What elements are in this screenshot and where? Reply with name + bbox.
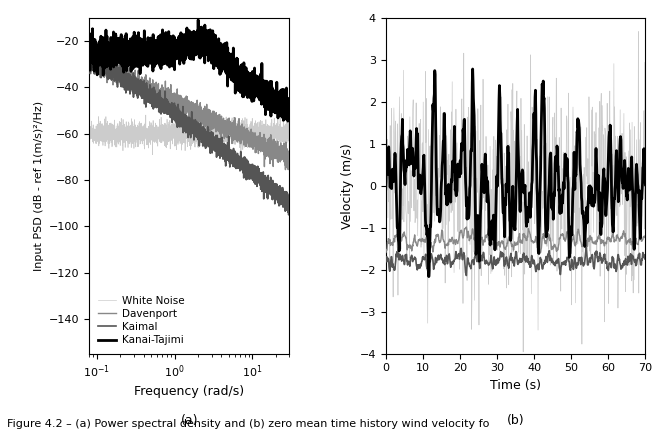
White Noise [281, 131, 289, 136]
Davenport [464, 229, 472, 234]
White Noise [464, 206, 472, 211]
Kaimal [446, 251, 453, 256]
Davenport [120, 74, 128, 80]
White Noise [162, 129, 170, 134]
White Noise [120, 137, 128, 142]
Kanai-Tajimi [171, 49, 179, 54]
Davenport [616, 236, 624, 241]
White Noise [285, 133, 293, 138]
Kaimal [281, 197, 289, 202]
Kanai-Tajimi [616, 134, 624, 139]
Kanai-Tajimi [194, 17, 202, 23]
X-axis label: Frequency (rad/s): Frequency (rad/s) [134, 385, 244, 399]
Kanai-Tajimi [162, 53, 170, 58]
Kanai-Tajimi [455, 174, 463, 179]
White Noise [455, 238, 463, 244]
Kanai-Tajimi [469, 66, 477, 72]
Davenport [85, 56, 93, 61]
Davenport [95, 50, 103, 55]
Kanai-Tajimi [285, 117, 293, 122]
Kanai-Tajimi [446, 194, 453, 200]
Kaimal [171, 113, 179, 118]
Davenport [109, 66, 117, 71]
Davenport [535, 251, 543, 257]
Text: Figure 4.2 – (a) Power spectral density and (b) zero mean time history wind velo: Figure 4.2 – (a) Power spectral density … [7, 419, 489, 429]
Davenport [162, 88, 170, 93]
Davenport [171, 111, 179, 116]
Kaimal [455, 251, 463, 256]
Kanai-Tajimi [464, 216, 472, 221]
Kanai-Tajimi [641, 182, 649, 187]
Davenport [455, 234, 463, 240]
Line: Kaimal: Kaimal [386, 248, 645, 275]
Kaimal [553, 258, 561, 263]
Line: Kaimal: Kaimal [89, 51, 289, 215]
Kaimal [109, 72, 117, 78]
Line: White Noise: White Noise [89, 115, 289, 155]
Kaimal [585, 259, 592, 265]
Davenport [281, 161, 289, 166]
Davenport [285, 162, 293, 168]
Davenport [260, 143, 267, 149]
Davenport [553, 245, 561, 251]
White Noise [634, 29, 642, 34]
Kanai-Tajimi [553, 143, 561, 149]
Kaimal [462, 273, 470, 278]
Kanai-Tajimi [284, 118, 292, 124]
White Noise [616, 107, 624, 112]
White Noise [553, 78, 561, 84]
Kanai-Tajimi [85, 49, 93, 54]
White Noise [149, 152, 157, 157]
Kanai-Tajimi [425, 274, 433, 279]
Kaimal [260, 179, 267, 185]
White Noise [382, 233, 390, 238]
Kaimal [285, 212, 293, 217]
Kanai-Tajimi [585, 195, 592, 201]
White Noise [142, 112, 150, 118]
X-axis label: Time (s): Time (s) [490, 379, 541, 392]
Kaimal [641, 254, 649, 259]
Davenport [585, 237, 592, 242]
Kaimal [85, 56, 93, 61]
White Noise [446, 218, 453, 224]
White Noise [108, 130, 116, 136]
Kanai-Tajimi [260, 94, 267, 99]
Davenport [382, 250, 390, 255]
Y-axis label: Input PSD (dB - ref 1(m/s)²/Hz): Input PSD (dB - ref 1(m/s)²/Hz) [34, 101, 44, 271]
Text: (b): (b) [506, 414, 524, 427]
Kaimal [616, 263, 624, 268]
White Noise [85, 129, 93, 134]
Davenport [446, 236, 453, 242]
Davenport [641, 235, 649, 240]
Davenport [395, 224, 402, 229]
Kanai-Tajimi [108, 51, 116, 57]
Davenport [281, 167, 289, 172]
Text: (a): (a) [181, 414, 198, 427]
Kaimal [583, 245, 591, 250]
White Noise [171, 142, 179, 148]
Legend: White Noise, Davenport, Kaimal, Kanai-Tajimi: White Noise, Davenport, Kaimal, Kanai-Ta… [95, 293, 187, 348]
Kaimal [285, 199, 293, 205]
Line: Davenport: Davenport [386, 227, 645, 254]
Kaimal [88, 48, 96, 53]
Line: White Noise: White Noise [386, 31, 645, 352]
Line: Davenport: Davenport [89, 53, 289, 170]
Kanai-Tajimi [382, 187, 390, 192]
Line: Kanai-Tajimi: Kanai-Tajimi [386, 69, 645, 277]
Line: Kanai-Tajimi: Kanai-Tajimi [89, 20, 289, 121]
White Noise [519, 349, 527, 354]
White Noise [641, 215, 649, 220]
Kanai-Tajimi [120, 54, 128, 59]
Kaimal [162, 102, 170, 107]
Kaimal [120, 72, 128, 78]
Kaimal [382, 256, 390, 261]
White Noise [260, 121, 268, 126]
White Noise [585, 197, 592, 202]
Kaimal [464, 256, 472, 261]
Kanai-Tajimi [281, 101, 289, 106]
Y-axis label: Velocity (m/s): Velocity (m/s) [341, 143, 354, 229]
